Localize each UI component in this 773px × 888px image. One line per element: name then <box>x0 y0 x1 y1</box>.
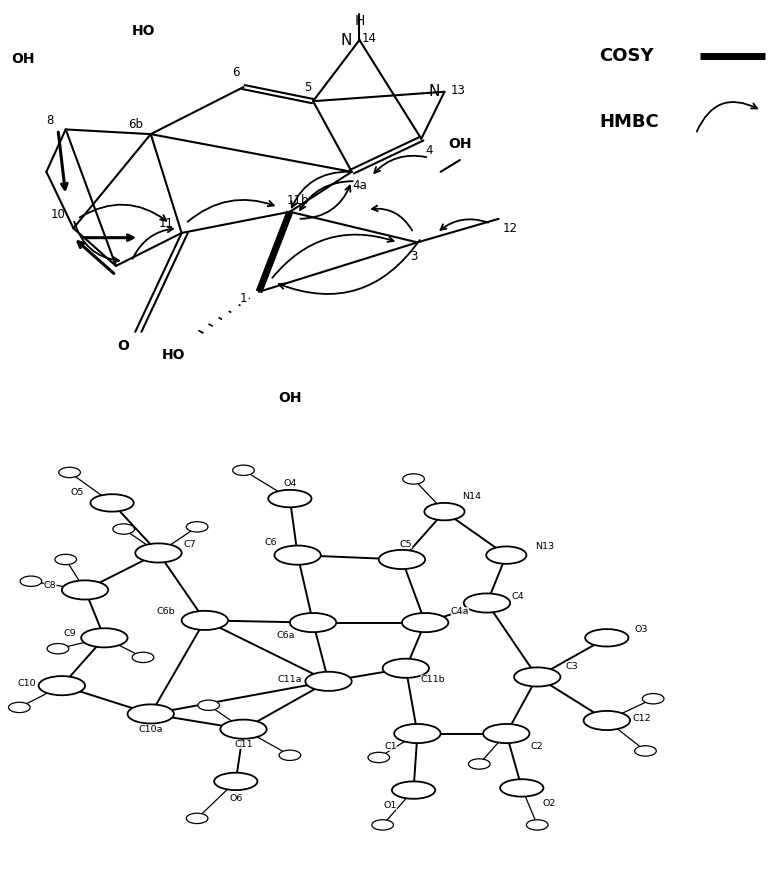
Ellipse shape <box>90 495 134 511</box>
Ellipse shape <box>394 724 441 743</box>
Text: O6: O6 <box>229 794 243 804</box>
Ellipse shape <box>233 465 254 475</box>
Text: C6b: C6b <box>157 607 175 616</box>
Ellipse shape <box>379 550 425 569</box>
Text: OH: OH <box>448 137 472 151</box>
Text: C10: C10 <box>18 679 36 688</box>
Ellipse shape <box>403 474 424 484</box>
Ellipse shape <box>468 759 490 769</box>
Text: N: N <box>341 33 352 47</box>
Text: OH: OH <box>278 391 301 405</box>
Text: C6: C6 <box>264 537 277 547</box>
Text: 14: 14 <box>362 32 377 45</box>
Ellipse shape <box>220 719 267 739</box>
Text: 3: 3 <box>410 250 417 263</box>
Ellipse shape <box>514 668 560 686</box>
Text: H: H <box>354 14 365 28</box>
Text: C12: C12 <box>632 714 651 723</box>
Ellipse shape <box>290 613 336 632</box>
Ellipse shape <box>383 659 429 678</box>
Text: 8: 8 <box>46 114 54 126</box>
Ellipse shape <box>47 644 69 654</box>
Text: N: N <box>429 84 440 99</box>
Ellipse shape <box>274 545 321 565</box>
Ellipse shape <box>500 780 543 797</box>
Text: 1: 1 <box>240 292 247 305</box>
Ellipse shape <box>642 694 664 704</box>
Ellipse shape <box>132 652 154 662</box>
Text: C10a: C10a <box>138 725 163 733</box>
Ellipse shape <box>20 576 42 586</box>
Ellipse shape <box>214 773 257 790</box>
Text: C4a: C4a <box>451 607 469 616</box>
Ellipse shape <box>81 628 128 647</box>
Ellipse shape <box>368 752 390 763</box>
Ellipse shape <box>198 700 220 710</box>
Text: O5: O5 <box>70 488 84 496</box>
Text: HMBC: HMBC <box>599 114 659 131</box>
Text: 11: 11 <box>158 217 174 230</box>
Text: O3: O3 <box>635 624 649 634</box>
Text: C11a: C11a <box>278 675 302 684</box>
Ellipse shape <box>62 581 108 599</box>
Ellipse shape <box>59 467 80 478</box>
Text: C7: C7 <box>183 540 196 549</box>
Text: 4: 4 <box>425 144 433 157</box>
Text: 11b: 11b <box>286 194 309 207</box>
Text: 6b: 6b <box>128 118 143 131</box>
Ellipse shape <box>305 671 352 691</box>
Text: O2: O2 <box>542 798 556 808</box>
Text: COSY: COSY <box>599 47 654 66</box>
Text: O4: O4 <box>283 479 297 488</box>
Ellipse shape <box>55 554 77 565</box>
Text: 6: 6 <box>232 67 240 79</box>
Ellipse shape <box>186 813 208 823</box>
Ellipse shape <box>424 503 465 520</box>
Ellipse shape <box>486 546 526 564</box>
Text: C8: C8 <box>44 581 56 591</box>
Text: O: O <box>117 339 130 353</box>
Ellipse shape <box>9 702 30 712</box>
Ellipse shape <box>464 593 510 613</box>
Ellipse shape <box>526 820 548 830</box>
Text: 13: 13 <box>450 83 465 97</box>
Ellipse shape <box>128 704 174 724</box>
Text: C11: C11 <box>234 740 253 749</box>
Ellipse shape <box>135 543 182 562</box>
Text: N13: N13 <box>536 542 554 551</box>
Text: OH: OH <box>12 52 35 66</box>
Text: C9: C9 <box>63 629 76 638</box>
Text: C5: C5 <box>400 540 412 549</box>
Text: C3: C3 <box>566 662 578 670</box>
Text: C4: C4 <box>512 592 524 601</box>
Text: C6a: C6a <box>277 631 295 640</box>
Text: HO: HO <box>162 348 186 362</box>
Text: C2: C2 <box>531 742 543 751</box>
Text: HO: HO <box>131 24 155 37</box>
Text: O1: O1 <box>383 801 397 810</box>
Ellipse shape <box>635 746 656 756</box>
Ellipse shape <box>584 711 630 730</box>
Ellipse shape <box>268 490 312 507</box>
Ellipse shape <box>39 676 85 695</box>
Text: C1: C1 <box>384 742 397 751</box>
Ellipse shape <box>372 820 393 830</box>
Ellipse shape <box>392 781 435 799</box>
Ellipse shape <box>585 629 628 646</box>
Text: 10: 10 <box>50 208 66 220</box>
Ellipse shape <box>279 750 301 760</box>
Text: N14: N14 <box>462 492 481 501</box>
Text: C11b: C11b <box>421 675 445 684</box>
Text: 4a: 4a <box>352 179 367 193</box>
Ellipse shape <box>113 524 135 535</box>
Ellipse shape <box>186 521 208 532</box>
Ellipse shape <box>402 613 448 632</box>
Text: 12: 12 <box>502 222 518 234</box>
Text: 5: 5 <box>304 81 312 93</box>
Ellipse shape <box>182 611 228 630</box>
Ellipse shape <box>483 724 530 743</box>
